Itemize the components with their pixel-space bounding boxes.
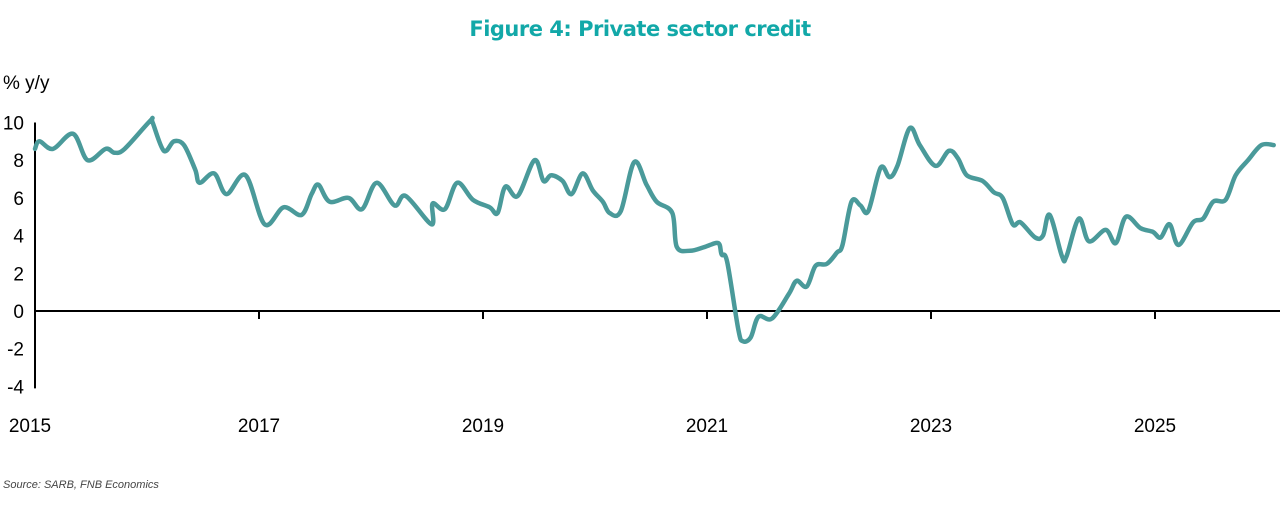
y-tick-label: -2 bbox=[7, 340, 24, 361]
y-tick-label: 8 bbox=[13, 151, 24, 172]
x-tick-label: 2017 bbox=[238, 416, 280, 437]
y-tick-label: 2 bbox=[13, 264, 24, 285]
series-line-private-sector-credit bbox=[32, 115, 1276, 344]
y-tick-labels: 10 8 6 4 2 0 -2 -4 bbox=[3, 114, 25, 399]
axes bbox=[34, 122, 1280, 389]
y-tick-label: -4 bbox=[7, 377, 24, 398]
x-tick-labels: 2015 2017 2019 2021 2023 2025 bbox=[9, 416, 1176, 437]
x-tick-label: 2021 bbox=[686, 416, 728, 437]
y-tick-label: 0 bbox=[13, 302, 24, 323]
x-tick-label: 2015 bbox=[9, 416, 51, 437]
x-tick-label: 2019 bbox=[462, 416, 504, 437]
y-axis-label: % y/y bbox=[3, 73, 50, 94]
chart-title: Figure 4: Private sector credit bbox=[469, 17, 811, 41]
x-tick-label: 2023 bbox=[910, 416, 952, 437]
source-note: Source: SARB, FNB Economics bbox=[3, 479, 159, 491]
y-tick-label: 10 bbox=[3, 114, 24, 135]
x-tick-label: 2025 bbox=[1134, 416, 1176, 437]
series-group bbox=[32, 115, 1276, 344]
y-tick-label: 4 bbox=[13, 227, 24, 248]
y-tick-label: 6 bbox=[13, 189, 24, 210]
